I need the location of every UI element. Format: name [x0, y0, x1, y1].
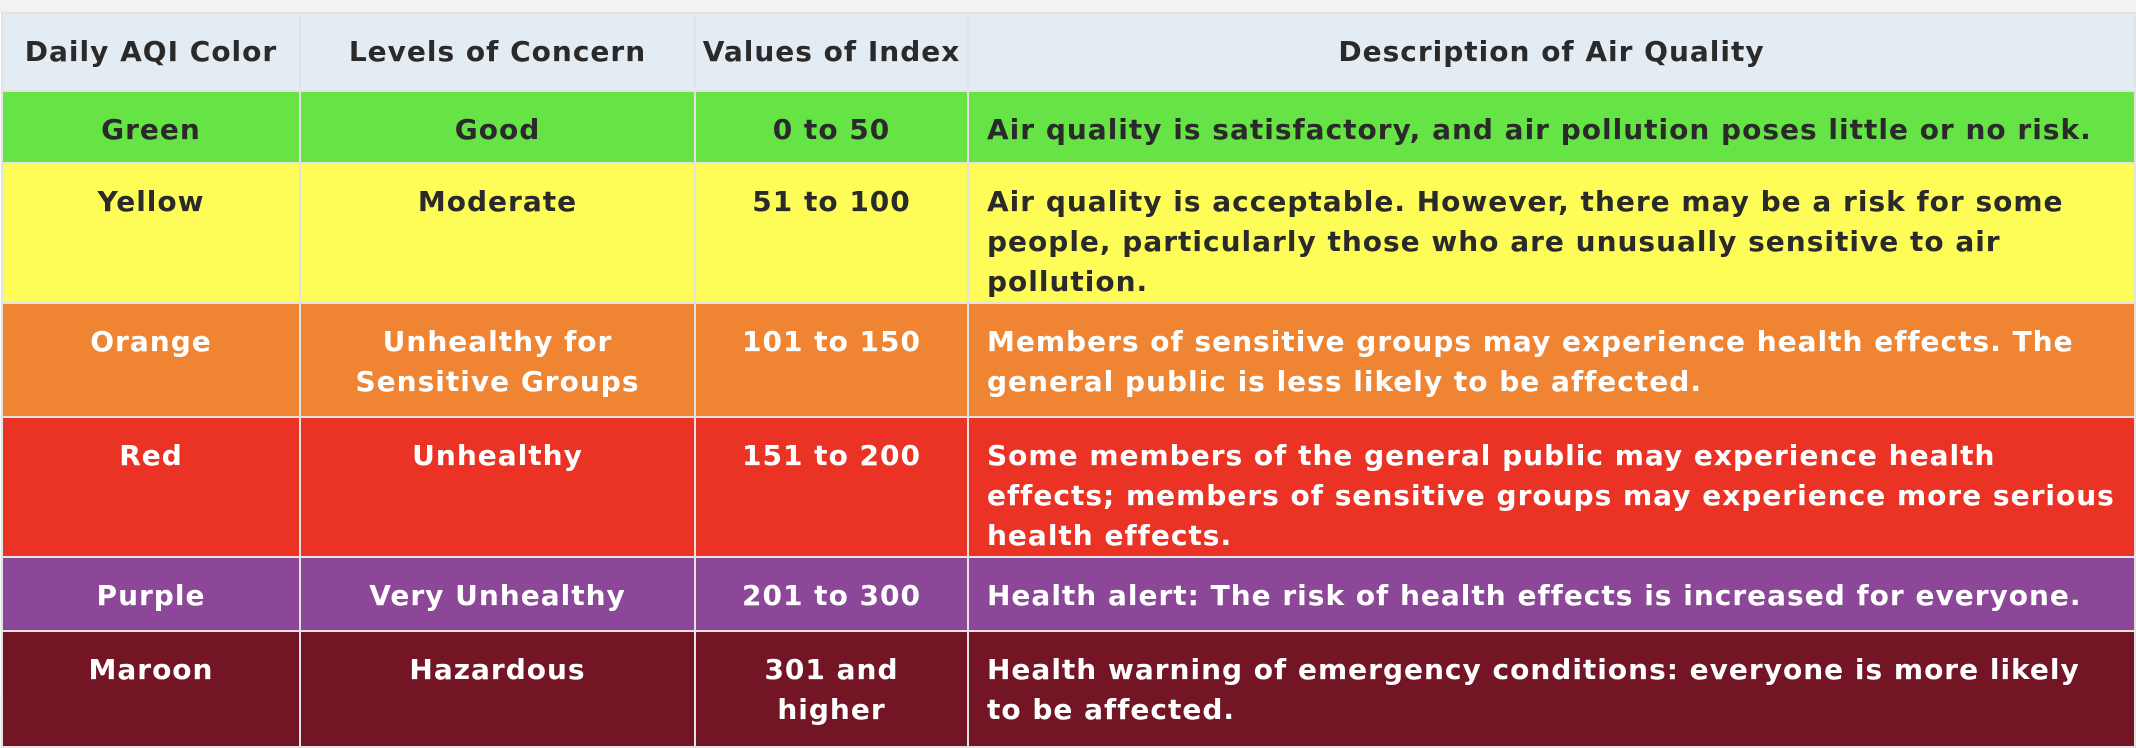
aqi-table-container: Daily AQI Color Levels of Concern Values…: [0, 12, 2136, 748]
header-description: Description of Air Quality: [967, 12, 2136, 92]
cell-description: Air quality is satisfactory, and air pol…: [967, 90, 2136, 164]
table-row-yellow: Yellow Moderate 51 to 100 Air quality is…: [1, 162, 2136, 304]
cell-level-of-concern: Unhealthy for Sensitive Groups: [299, 302, 696, 418]
cell-level-of-concern: Moderate: [299, 162, 696, 304]
cell-color-name: Purple: [1, 556, 301, 632]
cell-level-of-concern: Hazardous: [299, 630, 696, 748]
cell-color-name: Maroon: [1, 630, 301, 748]
aqi-table: Daily AQI Color Levels of Concern Values…: [1, 12, 2136, 748]
table-row-green: Green Good 0 to 50 Air quality is satisf…: [1, 90, 2136, 164]
cell-level-of-concern: Good: [299, 90, 696, 164]
header-row: Daily AQI Color Levels of Concern Values…: [1, 12, 2136, 92]
cell-index-values: 51 to 100: [694, 162, 969, 304]
table-row-orange: Orange Unhealthy for Sensitive Groups 10…: [1, 302, 2136, 418]
cell-index-values: 151 to 200: [694, 416, 969, 558]
cell-color-name: Orange: [1, 302, 301, 418]
cell-color-name: Yellow: [1, 162, 301, 304]
cell-index-values: 201 to 300: [694, 556, 969, 632]
cell-description: Some members of the general public may e…: [967, 416, 2136, 558]
cell-color-name: Red: [1, 416, 301, 558]
cell-index-values: 0 to 50: [694, 90, 969, 164]
cell-level-of-concern: Very Unhealthy: [299, 556, 696, 632]
header-daily-aqi-color: Daily AQI Color: [1, 12, 301, 92]
table-row-red: Red Unhealthy 151 to 200 Some members of…: [1, 416, 2136, 558]
cell-description: Members of sensitive groups may experien…: [967, 302, 2136, 418]
header-levels-of-concern: Levels of Concern: [299, 12, 696, 92]
cell-description: Health warning of emergency conditions: …: [967, 630, 2136, 748]
cell-index-values: 301 and higher: [694, 630, 969, 748]
cell-index-values: 101 to 150: [694, 302, 969, 418]
table-row-purple: Purple Very Unhealthy 201 to 300 Health …: [1, 556, 2136, 632]
header-values-of-index: Values of Index: [694, 12, 969, 92]
table-row-maroon: Maroon Hazardous 301 and higher Health w…: [1, 630, 2136, 748]
cell-color-name: Green: [1, 90, 301, 164]
cell-level-of-concern: Unhealthy: [299, 416, 696, 558]
cell-description: Health alert: The risk of health effects…: [967, 556, 2136, 632]
cell-description: Air quality is acceptable. However, ther…: [967, 162, 2136, 304]
